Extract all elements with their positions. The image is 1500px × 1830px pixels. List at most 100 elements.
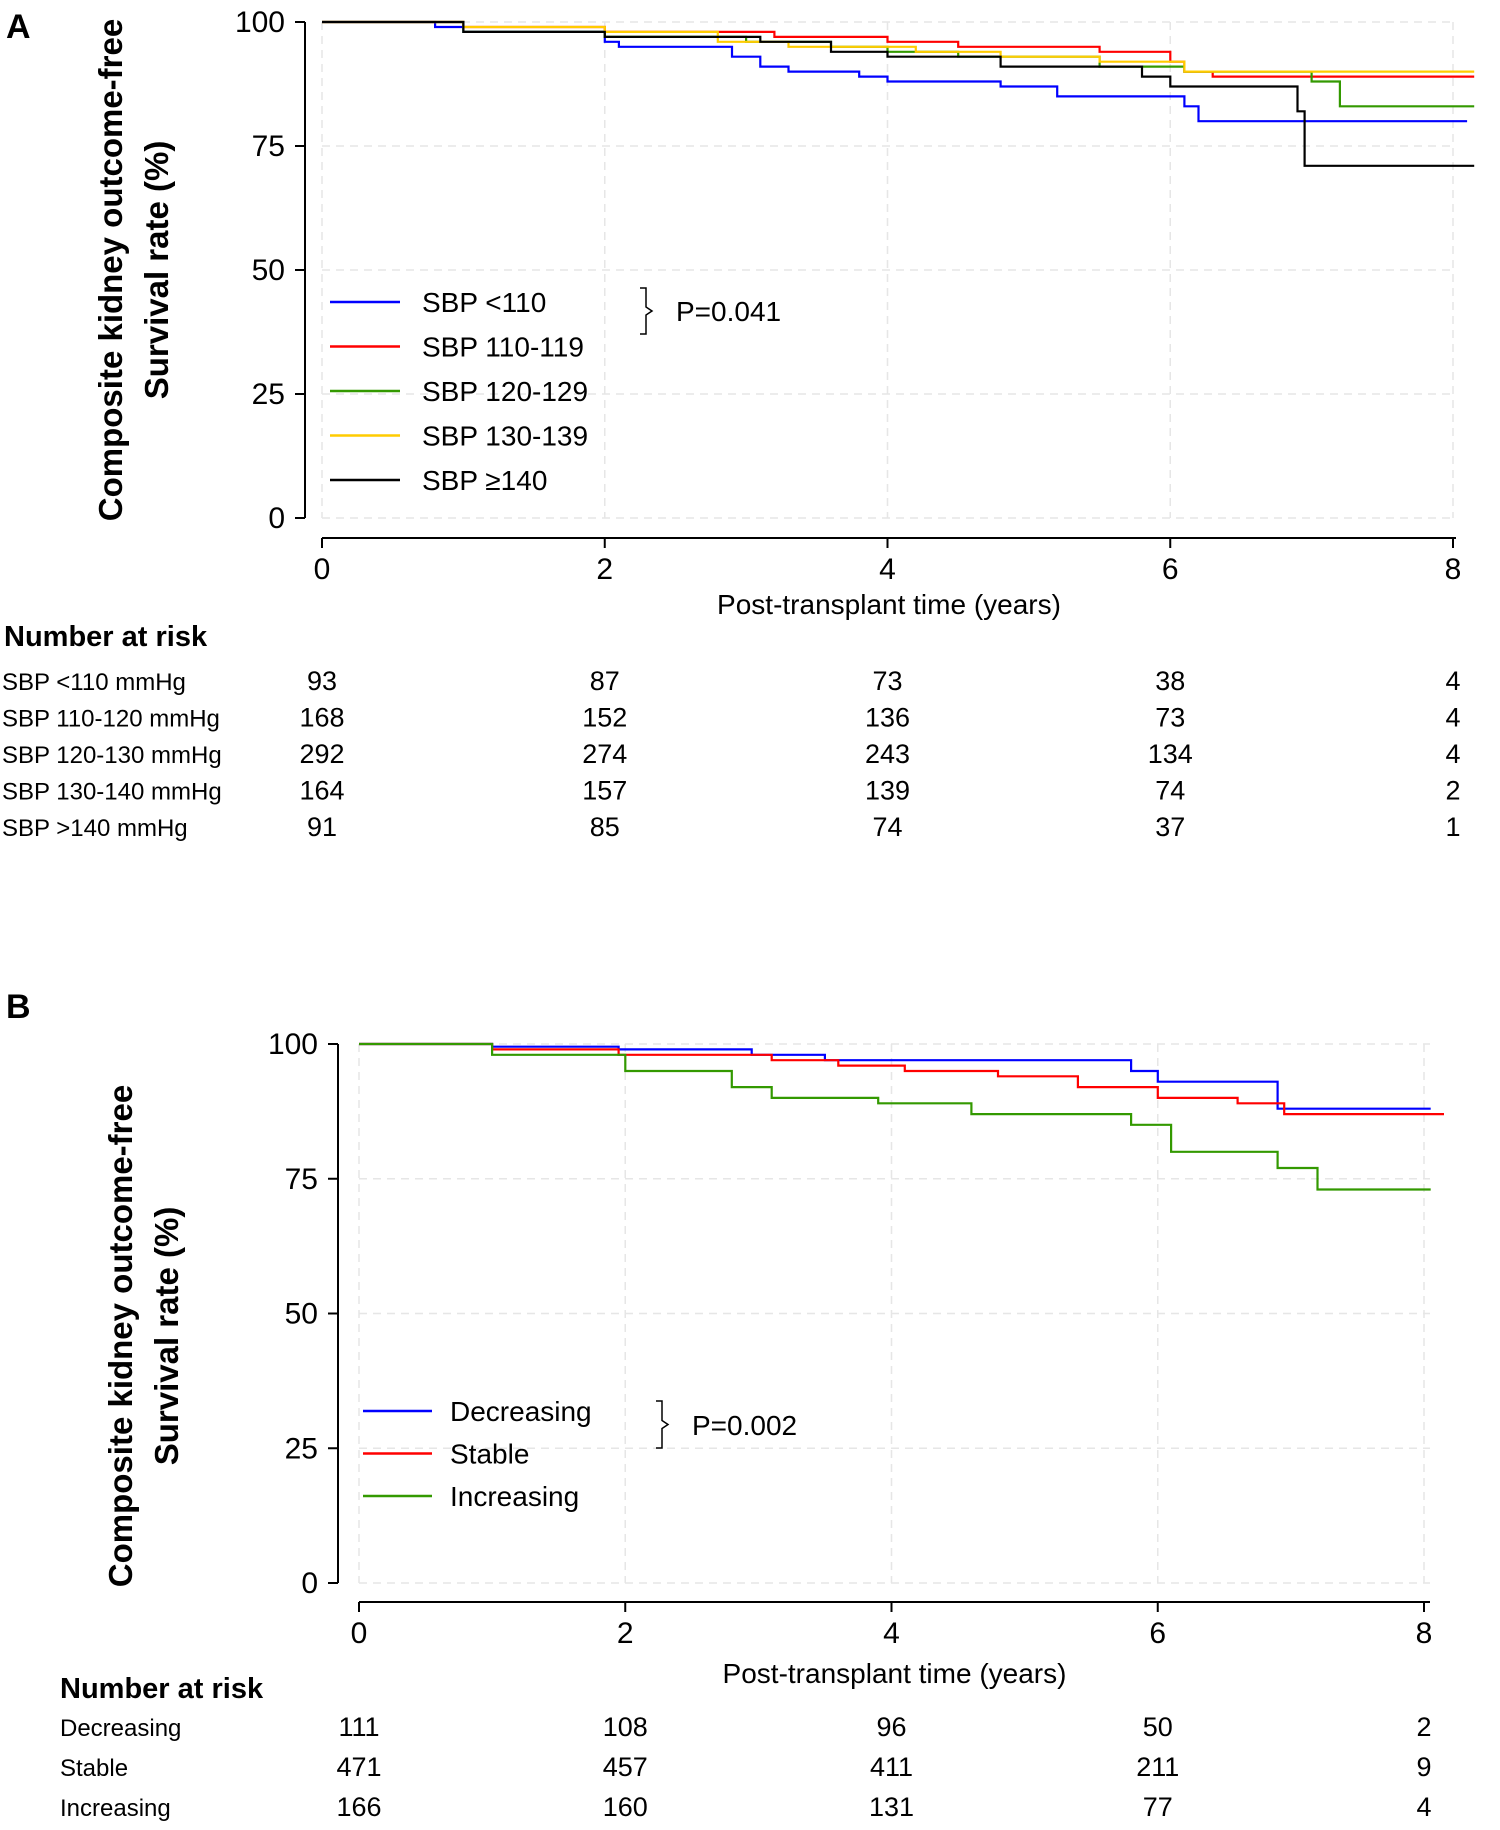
risk-value: 160 [603, 1792, 648, 1822]
risk-value: 164 [299, 776, 344, 806]
legend-label: Stable [450, 1439, 529, 1470]
risk-value: 134 [1148, 739, 1193, 769]
p-value-label: P=0.041 [676, 296, 781, 327]
risk-value: 77 [1143, 1792, 1173, 1822]
series-line [322, 20, 1475, 73]
risk-table-title: Number at risk [4, 621, 208, 653]
risk-value: 73 [872, 666, 902, 696]
x-tick-label: 0 [314, 553, 331, 586]
y-tick-label: 100 [268, 1028, 318, 1061]
risk-value: 292 [299, 739, 344, 769]
legend-label: SBP 120-129 [422, 376, 588, 407]
panel-b: B 0 25 50 75 100 0 2 4 6 8 Post-transplant time (ye… [6, 988, 1444, 1822]
y-tick-label: 25 [285, 1432, 318, 1465]
risk-row-label: Stable [60, 1755, 128, 1782]
risk-row-label: SBP <110 mmHg [2, 669, 186, 696]
risk-value: 108 [603, 1712, 648, 1742]
x-tick-label: 2 [617, 1617, 634, 1650]
legend-label: SBP 110-119 [422, 332, 584, 363]
series-line [359, 1042, 1431, 1110]
legend-label: SBP ≥140 [422, 465, 547, 496]
risk-value: 139 [865, 776, 910, 806]
y-tick-label: 50 [252, 254, 285, 287]
risk-value: 1 [1445, 812, 1460, 842]
legend-label: Decreasing [450, 1396, 592, 1427]
risk-value: 211 [1136, 1752, 1179, 1782]
risk-value: 2 [1445, 776, 1460, 806]
panel-a: A 0 25 50 75 100 0 2 4 6 8 Post-transplant time (ye… [2, 6, 1475, 842]
risk-value: 91 [307, 812, 337, 842]
risk-value: 50 [1143, 1712, 1173, 1742]
risk-value: 411 [870, 1752, 913, 1782]
risk-value: 73 [1155, 703, 1185, 733]
risk-value: 157 [582, 776, 627, 806]
y-tick-label: 25 [252, 378, 285, 411]
y-axis-title-line2: Survival rate (%) [138, 141, 175, 400]
risk-value: 274 [582, 739, 627, 769]
risk-value: 96 [876, 1712, 906, 1742]
legend-brace [640, 287, 654, 335]
risk-value: 168 [299, 703, 344, 733]
panel-label: B [6, 988, 31, 1026]
p-value-label: P=0.002 [692, 1410, 797, 1441]
series-line [359, 1042, 1431, 1191]
panel-label: A [6, 8, 31, 46]
series-line [359, 1042, 1444, 1116]
x-axis-title: Post-transplant time (years) [717, 589, 1061, 620]
y-tick-label: 0 [301, 1567, 318, 1600]
y-tick-label: 50 [285, 1298, 318, 1331]
x-tick-label: 8 [1416, 1617, 1433, 1650]
risk-row-label: Decreasing [60, 1715, 181, 1742]
x-axis-title: Post-transplant time (years) [723, 1658, 1067, 1689]
risk-value: 4 [1445, 739, 1460, 769]
risk-table-title: Number at risk [60, 1673, 264, 1705]
risk-value: 4 [1445, 703, 1460, 733]
risk-value: 74 [872, 812, 902, 842]
risk-value: 87 [590, 666, 620, 696]
x-tick-label: 8 [1445, 553, 1462, 586]
risk-value: 243 [865, 739, 910, 769]
x-tick-label: 6 [1162, 553, 1179, 586]
risk-value: 2 [1416, 1712, 1431, 1742]
y-tick-label: 75 [252, 130, 285, 163]
risk-row-label: SBP >140 mmHg [2, 815, 188, 842]
risk-value: 4 [1445, 666, 1460, 696]
risk-row-label: SBP 130-140 mmHg [2, 779, 222, 806]
risk-value: 93 [307, 666, 337, 696]
y-axis-title-line2: Survival rate (%) [148, 1207, 185, 1466]
risk-value: 37 [1155, 812, 1185, 842]
legend-label: Increasing [450, 1481, 579, 1512]
y-tick-label: 100 [235, 6, 285, 39]
y-axis-title-line1: Composite kidney outcome-free [102, 1085, 139, 1587]
risk-value: 9 [1416, 1752, 1431, 1782]
risk-value: 166 [336, 1792, 381, 1822]
risk-value: 457 [603, 1752, 648, 1782]
risk-value: 131 [869, 1792, 914, 1822]
legend-label: SBP 130-139 [422, 421, 588, 452]
risk-value: 74 [1155, 776, 1185, 806]
risk-value: 4 [1416, 1792, 1431, 1822]
risk-row-label: Increasing [60, 1795, 171, 1822]
x-tick-label: 4 [879, 553, 896, 586]
risk-value: 136 [865, 703, 910, 733]
risk-row-label: SBP 120-130 mmHg [2, 742, 222, 769]
x-tick-label: 0 [351, 1617, 368, 1650]
series-line [322, 20, 1475, 108]
y-tick-label: 0 [268, 502, 285, 535]
legend-label: SBP <110 [422, 287, 546, 318]
y-axis-title-line1: Composite kidney outcome-free [92, 19, 129, 521]
risk-value: 38 [1155, 666, 1185, 696]
y-tick-label: 75 [285, 1163, 318, 1196]
risk-value: 111 [338, 1712, 379, 1742]
series-line [322, 20, 1475, 78]
x-tick-label: 2 [596, 553, 613, 586]
x-tick-label: 6 [1149, 1617, 1166, 1650]
risk-value: 152 [582, 703, 627, 733]
risk-row-label: SBP 110-120 mmHg [2, 706, 220, 733]
x-tick-label: 4 [883, 1617, 900, 1650]
risk-value: 85 [590, 812, 620, 842]
legend-brace [656, 1400, 670, 1449]
risk-value: 471 [336, 1752, 381, 1782]
series-line [322, 20, 1475, 167]
